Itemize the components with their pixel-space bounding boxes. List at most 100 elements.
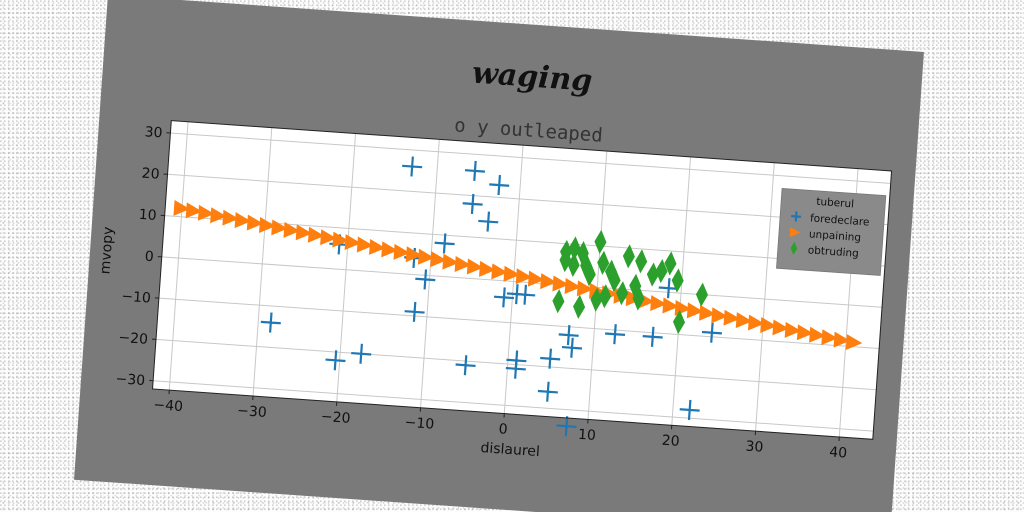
data-point: [772, 319, 789, 336]
data-point: [608, 268, 621, 293]
x-tick-label: −20: [320, 409, 351, 427]
data-point: [590, 287, 603, 312]
data-point: [796, 324, 814, 341]
data-point: [664, 251, 677, 276]
data-point: [650, 295, 667, 312]
y-gridline: [158, 297, 880, 350]
legend-label: unpaining: [809, 228, 862, 244]
x-tick-label: 20: [661, 433, 680, 450]
data-point: [402, 156, 423, 177]
data-point: [599, 284, 612, 309]
data-point: [442, 253, 459, 270]
data-point: [559, 248, 572, 273]
data-point: [561, 337, 583, 358]
y-axis-label: mvopy: [97, 226, 116, 275]
y-tick-label: 30: [144, 124, 163, 141]
data-point: [271, 219, 288, 236]
data-point: [580, 253, 593, 278]
data-point: [489, 174, 510, 196]
data-point: [576, 241, 589, 266]
data-point: [464, 160, 486, 181]
data-point: [505, 358, 526, 379]
legend-label: foredeclare: [810, 212, 870, 228]
data-point: [686, 302, 704, 319]
y-gridline: [167, 173, 888, 226]
data-point: [552, 275, 569, 292]
data-point: [662, 297, 679, 314]
data-point: [845, 334, 863, 351]
data-point: [723, 309, 741, 326]
data-point: [833, 331, 851, 348]
legend-title: tuberul: [816, 196, 855, 211]
x-tick-label: −40: [153, 397, 184, 415]
data-point: [356, 236, 374, 253]
data-point: [540, 348, 561, 369]
data-point: [747, 314, 765, 331]
data-point: [699, 304, 716, 321]
x-gridline: [420, 139, 440, 408]
legend-marker: [789, 227, 801, 238]
data-point: [478, 211, 499, 232]
data-point: [404, 301, 425, 322]
data-point: [462, 193, 483, 214]
data-point: [735, 312, 753, 329]
data-point: [234, 212, 252, 229]
data-point: [332, 231, 349, 248]
data-point: [594, 229, 607, 254]
data-point: [434, 233, 455, 254]
series-foredeclare: [260, 156, 722, 437]
data-point: [283, 221, 300, 238]
figure-title: waging: [471, 56, 594, 99]
x-gridline: [252, 127, 273, 397]
data-point: [597, 250, 610, 275]
data-point: [325, 350, 346, 371]
data-point: [260, 312, 281, 333]
data-point: [320, 229, 337, 246]
data-point: [466, 258, 484, 275]
x-gridline: [587, 151, 608, 420]
x-axis-label: dislaurel: [480, 440, 540, 460]
data-point: [455, 355, 476, 376]
x-tick-label: 30: [745, 438, 764, 455]
legend-box: [776, 187, 887, 276]
y-tick-label: −20: [118, 330, 149, 348]
y-gridline: [170, 132, 891, 184]
data-point: [711, 307, 728, 324]
data-point: [632, 286, 645, 311]
data-point: [415, 269, 436, 290]
data-point: [222, 209, 239, 226]
data-point: [821, 329, 838, 346]
series-obtruding: [552, 229, 708, 335]
legend-marker: [791, 211, 802, 222]
legend-marker: [790, 241, 798, 255]
legend-label: obtruding: [807, 244, 859, 260]
data-point: [622, 244, 635, 269]
data-point: [493, 287, 515, 308]
data-point: [185, 202, 203, 219]
y-gridline: [161, 256, 883, 308]
series-unpaining: [173, 199, 863, 351]
y-tick-label: 20: [141, 166, 160, 183]
data-point: [655, 258, 668, 284]
data-point: [672, 309, 686, 335]
axis-ticks: −40 −30 −20 −10 0 10 20 30 40 −30 −20 −10 0 10 20 30: [115, 124, 848, 461]
data-point: [454, 256, 472, 273]
data-point: [351, 343, 372, 364]
data-point: [430, 251, 447, 268]
data-point: [558, 325, 579, 346]
data-point: [576, 280, 594, 297]
y-tick-label: 10: [138, 207, 157, 224]
x-tick-label: 0: [498, 421, 508, 438]
data-point: [760, 317, 777, 333]
y-tick-label: 0: [144, 249, 154, 266]
data-point: [381, 241, 398, 258]
data-point: [540, 273, 557, 290]
data-point: [197, 204, 215, 221]
data-point: [405, 246, 423, 263]
data-point: [629, 273, 642, 298]
data-point: [259, 217, 276, 233]
data-point: [567, 252, 580, 277]
data-point: [552, 289, 565, 314]
data-point: [642, 326, 663, 347]
